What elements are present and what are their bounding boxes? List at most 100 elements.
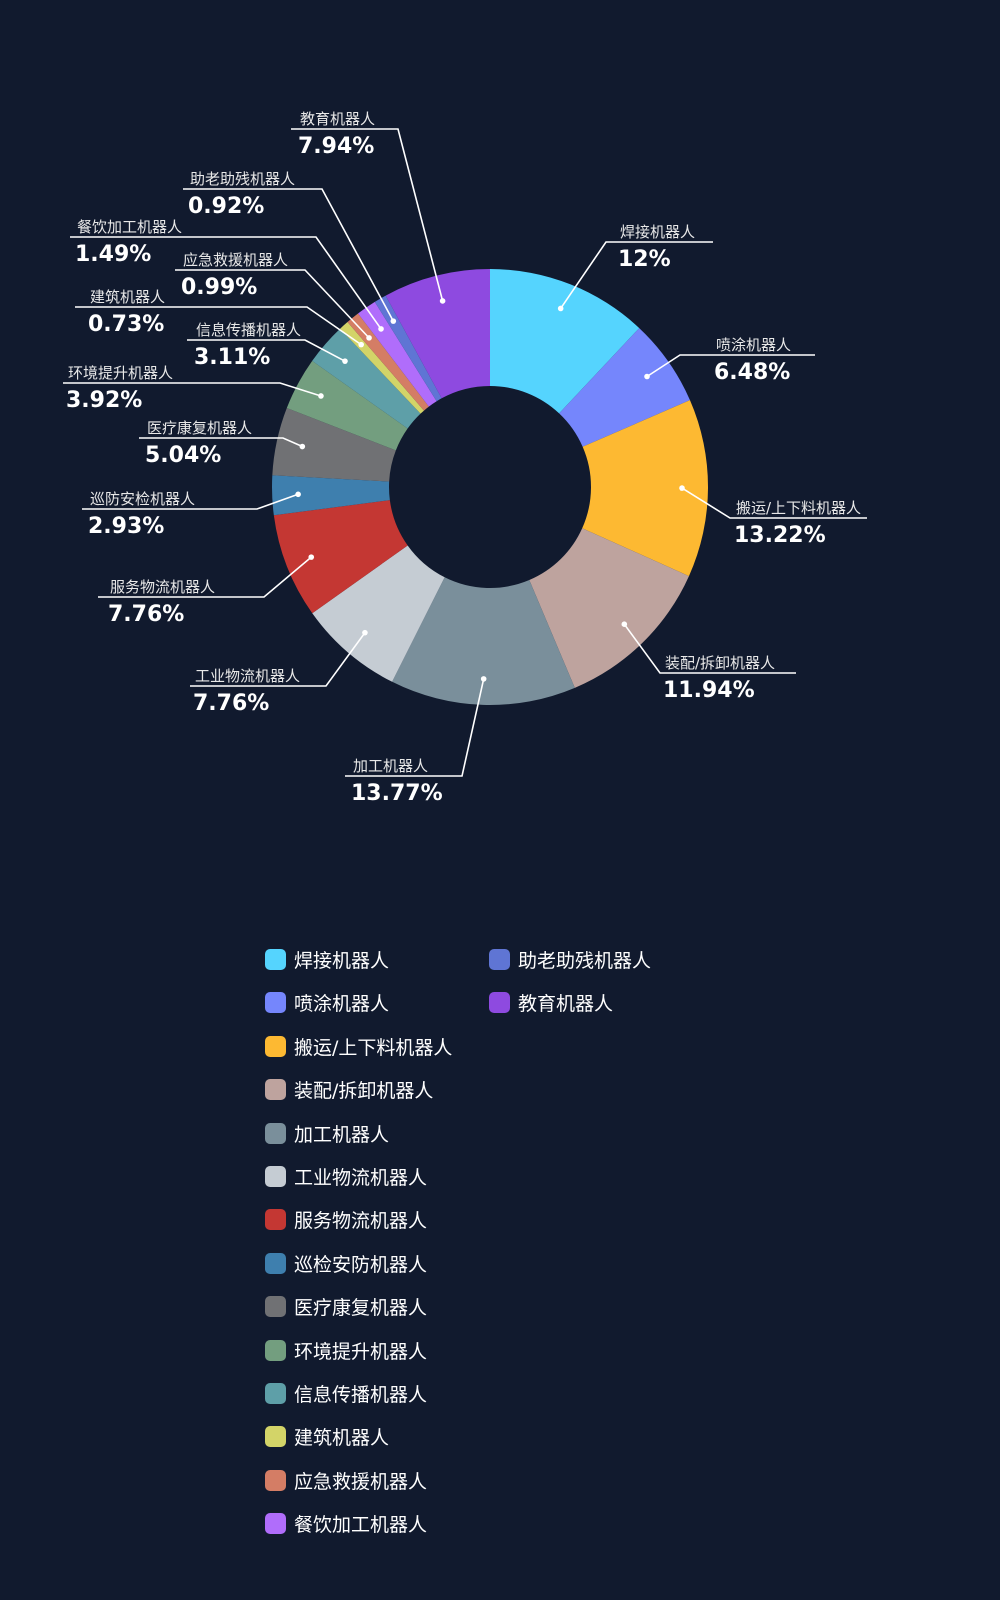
pie-slice[interactable] — [273, 500, 408, 614]
legend-item[interactable]: 巡检安防机器人 — [265, 1250, 427, 1277]
leader-line — [291, 128, 444, 302]
leader-dot — [362, 629, 368, 636]
legend-item[interactable]: 搬运/上下料机器人 — [265, 1033, 452, 1060]
legend-item[interactable]: 喷涂机器人 — [265, 989, 389, 1016]
legend-item[interactable]: 医疗康复机器人 — [265, 1293, 427, 1320]
pie-slice[interactable] — [286, 360, 408, 451]
legend-item[interactable]: 装配/拆卸机器人 — [265, 1076, 433, 1103]
slice-label: 装配/拆卸机器人 11.94% — [621, 621, 796, 703]
slice-label: 巡防安检机器人 2.93% — [82, 490, 301, 539]
slice-label: 环境提升机器人 3.92% — [63, 364, 324, 413]
leader-line — [175, 269, 370, 339]
slice-value: 1.49% — [75, 242, 151, 267]
slice-value: 7.76% — [108, 602, 184, 627]
slice-label: 搬运/上下料机器人 13.22% — [679, 485, 867, 548]
slice-label: 建筑机器人 0.73% — [75, 288, 364, 348]
legend-swatch — [265, 1035, 286, 1057]
leader-line — [70, 236, 382, 330]
slice-name: 服务物流机器人 — [110, 578, 215, 596]
legend-swatch — [265, 1513, 286, 1535]
leader-dot — [439, 298, 446, 304]
slice-name: 医疗康复机器人 — [147, 419, 252, 437]
slice-value: 13.22% — [734, 523, 826, 548]
legend-item[interactable]: 餐饮加工机器人 — [265, 1510, 427, 1537]
legend-item[interactable]: 教育机器人 — [489, 989, 613, 1016]
leader-line — [139, 437, 303, 448]
slice-name: 应急救援机器人 — [183, 251, 288, 269]
legend-label: 工业物流机器人 — [294, 1167, 428, 1189]
pie-slice[interactable] — [358, 301, 437, 407]
legend-item[interactable]: 应急救援机器人 — [265, 1467, 427, 1494]
slice-label: 喷涂机器人 6.48% — [644, 336, 815, 385]
leader-line — [646, 354, 815, 378]
slice-name: 环境提升机器人 — [68, 364, 173, 382]
slice-label: 医疗康复机器人 5.04% — [139, 419, 306, 468]
pie-slice[interactable] — [272, 475, 390, 516]
legend-item[interactable]: 环境提升机器人 — [265, 1337, 427, 1364]
slice-label: 应急救援机器人 0.99% — [175, 251, 372, 341]
leader-dot — [295, 491, 301, 498]
legend-item[interactable]: 焊接机器人 — [265, 946, 389, 973]
legend-item[interactable]: 信息传播机器人 — [265, 1380, 427, 1407]
legend-swatch — [265, 1166, 286, 1187]
leader-dot — [644, 373, 650, 380]
legend-label: 医疗康复机器人 — [294, 1297, 428, 1320]
pie-slice[interactable] — [490, 269, 640, 414]
slice-value: 0.73% — [88, 312, 164, 337]
slice-name: 加工机器人 — [353, 757, 428, 775]
leader-dot — [679, 485, 685, 491]
pie-slice[interactable] — [559, 328, 690, 447]
donut-chart: 焊接机器人 12% 喷涂机器人 6.48% 搬运/上下料机器人 13.22% 装配/拆卸机器… — [63, 110, 867, 806]
slice-label: 加工机器人 13.77% — [345, 676, 487, 806]
slice-name: 信息传播机器人 — [196, 321, 301, 339]
slice-value: 13.77% — [351, 781, 443, 806]
leader-line — [623, 623, 796, 674]
slice-value: 3.92% — [66, 388, 142, 413]
pie-slice[interactable] — [272, 408, 396, 482]
legend-swatch — [489, 992, 510, 1014]
pie-slice[interactable] — [582, 400, 708, 577]
legend-swatch — [265, 1122, 286, 1144]
slice-value: 2.93% — [88, 514, 164, 539]
legend-label: 焊接机器人 — [294, 950, 390, 972]
legend-item[interactable]: 加工机器人 — [265, 1120, 389, 1147]
leader-line — [560, 241, 713, 309]
pie-slice[interactable] — [312, 328, 421, 429]
legend-swatch — [489, 949, 510, 970]
slice-value: 6.48% — [714, 360, 790, 385]
slice-name: 焊接机器人 — [620, 223, 695, 241]
slice-value: 0.92% — [188, 194, 264, 219]
leader-line — [82, 493, 299, 510]
leader-line — [75, 306, 362, 346]
leader-dot — [366, 335, 372, 341]
legend-item[interactable]: 工业物流机器人 — [265, 1163, 427, 1190]
slice-name: 餐饮加工机器人 — [77, 218, 182, 236]
slice-name: 装配/拆卸机器人 — [665, 654, 775, 672]
legend-label: 教育机器人 — [518, 993, 614, 1016]
legend-label: 信息传播机器人 — [294, 1384, 428, 1406]
legend-label: 装配/拆卸机器人 — [294, 1080, 434, 1103]
slice-name: 工业物流机器人 — [195, 667, 300, 685]
slice-label: 餐饮加工机器人 1.49% — [70, 218, 384, 332]
legend-item[interactable]: 建筑机器人 — [265, 1423, 389, 1450]
pie-slice[interactable] — [529, 528, 689, 688]
legend-item[interactable]: 服务物流机器人 — [265, 1206, 427, 1233]
legend-swatch — [265, 1383, 286, 1404]
leader-dot — [318, 393, 324, 399]
pie-slice[interactable] — [312, 545, 445, 682]
legend-label: 助老助残机器人 — [518, 950, 652, 972]
leader-dot — [308, 554, 315, 560]
slice-label: 焊接机器人 12% — [557, 223, 713, 312]
legend-swatch — [265, 1296, 286, 1318]
slice-value: 7.76% — [193, 691, 269, 716]
pie-slice[interactable] — [392, 577, 575, 705]
legend-swatch — [265, 1252, 286, 1274]
slice-label: 助老助残机器人 0.92% — [183, 170, 397, 324]
legend-item[interactable]: 助老助残机器人 — [489, 946, 651, 973]
slice-name: 喷涂机器人 — [716, 336, 791, 354]
pie-slice[interactable] — [385, 269, 490, 399]
leader-dot — [621, 621, 628, 628]
leader-dot — [342, 358, 348, 364]
leader-dot — [480, 676, 487, 682]
slice-label: 工业物流机器人 7.76% — [190, 629, 368, 716]
